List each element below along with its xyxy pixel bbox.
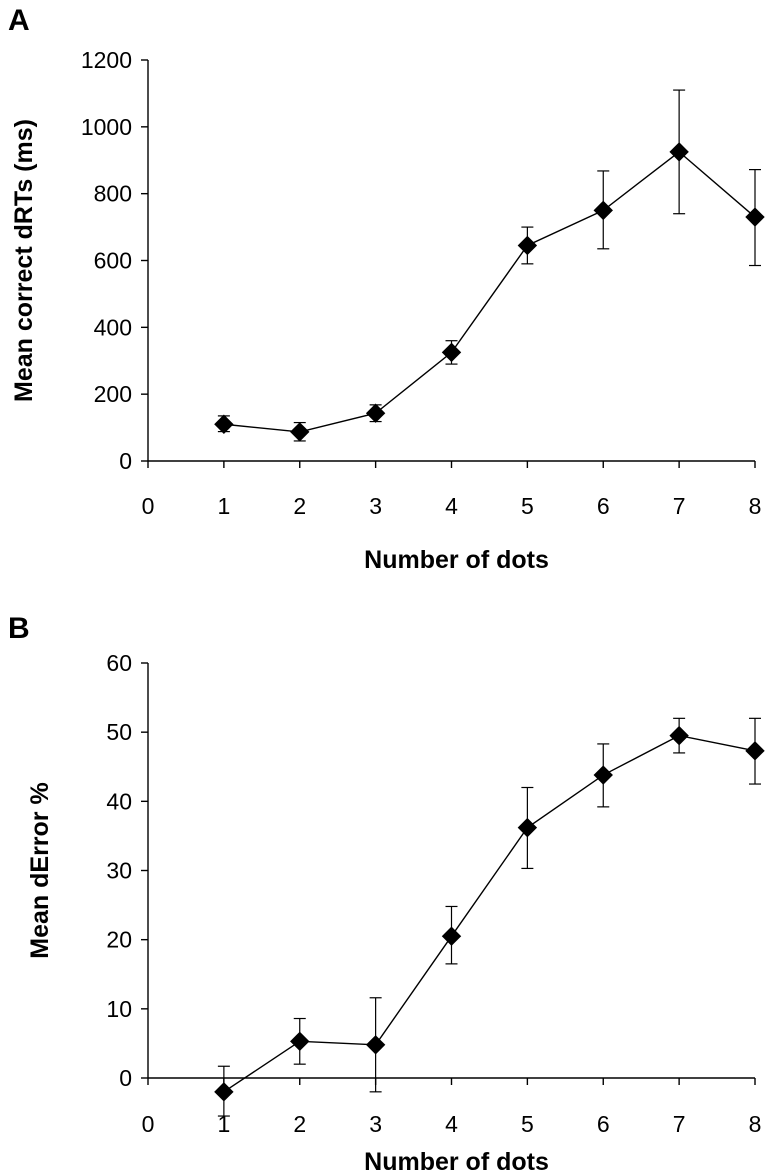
y-tick-label: 20 — [106, 927, 132, 953]
series-line — [223, 150, 756, 433]
x-tick-label: 4 — [445, 1111, 458, 1137]
x-tick-label: 2 — [293, 493, 306, 519]
x-axis-title: Number of dots — [364, 1148, 549, 1175]
y-tick-label: 1000 — [81, 114, 132, 140]
x-tick-label: 0 — [142, 493, 155, 519]
x-tick-label: 3 — [369, 493, 382, 519]
x-tick-label: 6 — [597, 493, 610, 519]
y-tick-label: 800 — [94, 181, 132, 207]
x-axis-title: Number of dots — [364, 546, 549, 574]
data-point-diamond — [441, 926, 462, 946]
data-point-diamond — [365, 403, 386, 423]
x-tick-label: 6 — [597, 1111, 610, 1137]
x-tick-label: 4 — [445, 493, 458, 519]
panel-letter: B — [8, 612, 30, 645]
y-tick-label: 10 — [106, 996, 132, 1022]
data-point-diamond — [745, 741, 765, 761]
data-point-diamond — [593, 200, 613, 221]
x-tick-label: 3 — [369, 1111, 382, 1137]
data-point-diamond — [593, 765, 613, 785]
data-point-diamond — [669, 142, 689, 162]
y-tick-label: 600 — [94, 248, 132, 274]
data-point-diamond — [365, 1035, 386, 1055]
y-tick-label: 0 — [119, 448, 132, 474]
data-point-diamond — [669, 725, 689, 746]
y-tick-label: 1200 — [81, 47, 132, 73]
y-axis-title: Mean correct dRTs (ms) — [10, 119, 38, 402]
x-tick-label: 1 — [217, 493, 230, 519]
y-tick-label: 40 — [106, 788, 132, 814]
y-tick-label: 50 — [106, 719, 132, 745]
series-line — [223, 734, 756, 1093]
panel-b: B 0 10 20 30 40 50 60 0 1 2 3 4 5 6 7 8 Number of dots Mea… — [8, 612, 765, 1175]
data-point-diamond — [290, 422, 310, 442]
x-tick-label: 8 — [749, 1111, 762, 1137]
data-point-diamond — [517, 235, 538, 256]
x-tick-label: 2 — [293, 1111, 306, 1137]
data-point-diamond — [441, 342, 462, 363]
x-tick-label: 7 — [673, 493, 686, 519]
x-tick-label: 0 — [142, 1111, 155, 1137]
y-tick-label: 200 — [94, 381, 132, 407]
panel-a: A 0 200 400 600 800 1000 1200 0 1 2 3 4 5 6 7 8 Number of… — [8, 4, 765, 574]
x-tick-label: 7 — [673, 1111, 686, 1137]
data-point-diamond — [517, 817, 538, 838]
x-tick-label: 5 — [521, 493, 534, 519]
panel-letter: A — [8, 4, 30, 37]
y-tick-label: 0 — [119, 1065, 132, 1091]
data-point-diamond — [214, 1082, 234, 1102]
x-tick-label: 1 — [217, 1111, 230, 1137]
y-tick-label: 400 — [94, 314, 132, 340]
data-point-diamond — [214, 414, 234, 434]
x-tick-label: 8 — [749, 493, 762, 519]
y-tick-label: 30 — [106, 858, 132, 884]
y-tick-label: 60 — [106, 650, 132, 676]
data-point-diamond — [290, 1031, 310, 1052]
data-point-diamond — [745, 207, 765, 227]
x-tick-label: 5 — [521, 1111, 534, 1137]
y-axis-title: Mean dError % — [26, 782, 54, 958]
